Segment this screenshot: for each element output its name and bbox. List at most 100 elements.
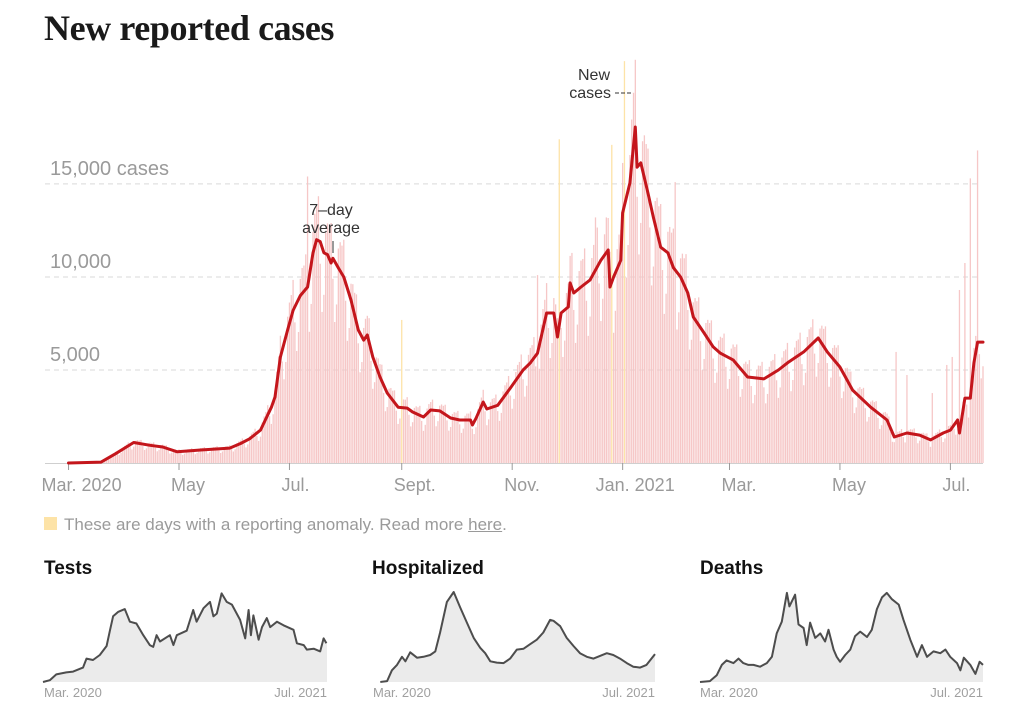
x-tick-label: May bbox=[171, 475, 205, 495]
small-multiples bbox=[42, 591, 984, 683]
daily-bar bbox=[743, 363, 745, 463]
daily-bar bbox=[138, 440, 140, 463]
daily-bar bbox=[752, 403, 754, 463]
daily-bar bbox=[267, 405, 269, 463]
daily-bar bbox=[180, 452, 182, 463]
daily-bar bbox=[491, 398, 493, 463]
daily-bar bbox=[536, 275, 539, 463]
daily-bar bbox=[238, 441, 240, 463]
daily-bar bbox=[236, 443, 238, 463]
daily-bar bbox=[402, 399, 405, 463]
daily-bar bbox=[889, 431, 892, 463]
daily-bar bbox=[676, 329, 678, 463]
daily-bar bbox=[500, 412, 502, 463]
daily-bar bbox=[554, 304, 557, 463]
daily-bar bbox=[629, 155, 631, 463]
daily-bar bbox=[553, 298, 555, 463]
daily-bar bbox=[348, 328, 350, 463]
daily-bar bbox=[705, 323, 707, 463]
daily-bar bbox=[687, 309, 689, 463]
daily-bar bbox=[420, 420, 423, 463]
daily-bar bbox=[922, 432, 924, 463]
annotation-label: average bbox=[302, 220, 360, 237]
daily-bar bbox=[906, 375, 908, 463]
daily-bar bbox=[219, 452, 222, 463]
daily-bar bbox=[719, 336, 722, 463]
daily-bar bbox=[522, 379, 524, 463]
daily-bar bbox=[792, 379, 794, 463]
daily-bar bbox=[710, 320, 713, 463]
daily-bar bbox=[200, 448, 202, 463]
deaths-sparkline bbox=[699, 591, 984, 683]
daily-bar bbox=[940, 436, 943, 463]
daily-bar bbox=[580, 260, 582, 463]
daily-bar bbox=[650, 285, 653, 463]
daily-bar bbox=[174, 449, 177, 463]
daily-bar bbox=[973, 347, 975, 463]
daily-bar bbox=[234, 449, 236, 463]
daily-bar bbox=[305, 254, 307, 463]
daily-bar bbox=[728, 379, 731, 463]
daily-bar bbox=[388, 388, 390, 463]
daily-bar bbox=[364, 318, 367, 463]
daily-bar bbox=[440, 404, 443, 463]
daily-bar bbox=[830, 377, 832, 463]
daily-bar bbox=[723, 333, 725, 463]
daily-bar bbox=[917, 443, 919, 463]
daily-bar bbox=[422, 430, 425, 463]
daily-bar bbox=[516, 364, 519, 463]
daily-bar bbox=[701, 370, 703, 463]
read-more-link[interactable]: here bbox=[468, 515, 503, 534]
anomaly-bar bbox=[611, 144, 613, 463]
daily-bar bbox=[330, 223, 332, 463]
daily-bar bbox=[192, 451, 195, 463]
daily-bar bbox=[573, 309, 575, 463]
daily-bar bbox=[160, 445, 162, 463]
daily-bar bbox=[915, 437, 917, 463]
daily-bar bbox=[770, 361, 772, 463]
daily-bar bbox=[795, 340, 798, 463]
daily-bar bbox=[218, 450, 220, 463]
x-tick-label: Nov. bbox=[504, 475, 540, 495]
daily-bar bbox=[960, 415, 962, 463]
daily-bar bbox=[931, 393, 933, 463]
daily-bar bbox=[382, 392, 385, 463]
daily-bar bbox=[107, 458, 110, 463]
seven-day-average-line bbox=[67, 125, 985, 465]
daily-bar bbox=[911, 429, 914, 463]
daily-bar bbox=[250, 433, 253, 463]
daily-bar bbox=[721, 337, 723, 463]
daily-bar bbox=[156, 451, 158, 463]
daily-bar bbox=[835, 347, 837, 463]
daily-bar bbox=[679, 258, 682, 463]
daily-bar bbox=[261, 422, 263, 463]
daily-bar bbox=[185, 449, 187, 463]
daily-bar bbox=[663, 313, 665, 463]
daily-bar bbox=[131, 449, 133, 463]
daily-bar bbox=[873, 402, 876, 463]
daily-bar bbox=[542, 309, 544, 463]
daily-bar bbox=[598, 283, 600, 463]
daily-bar bbox=[813, 353, 816, 463]
daily-bar bbox=[842, 391, 845, 463]
daily-bar bbox=[803, 385, 805, 463]
daily-bar bbox=[386, 407, 388, 463]
daily-bar bbox=[513, 398, 515, 463]
daily-bar bbox=[449, 426, 452, 463]
daily-bar bbox=[477, 409, 479, 463]
tests-title: Tests bbox=[44, 558, 93, 579]
daily-bar bbox=[312, 231, 314, 463]
daily-bar bbox=[540, 324, 542, 463]
daily-bar bbox=[134, 440, 137, 463]
legend-text: These are days with a reporting anomaly.… bbox=[64, 515, 507, 535]
daily-bar bbox=[674, 182, 676, 463]
daily-bar bbox=[806, 336, 809, 463]
daily-bar bbox=[124, 445, 126, 463]
daily-bar bbox=[788, 371, 790, 463]
daily-bar bbox=[411, 422, 414, 463]
daily-bar bbox=[775, 380, 778, 463]
daily-bar bbox=[129, 446, 131, 463]
hospitalized-sparkline bbox=[373, 591, 656, 683]
daily-bar bbox=[688, 349, 691, 463]
daily-bar bbox=[647, 148, 649, 463]
